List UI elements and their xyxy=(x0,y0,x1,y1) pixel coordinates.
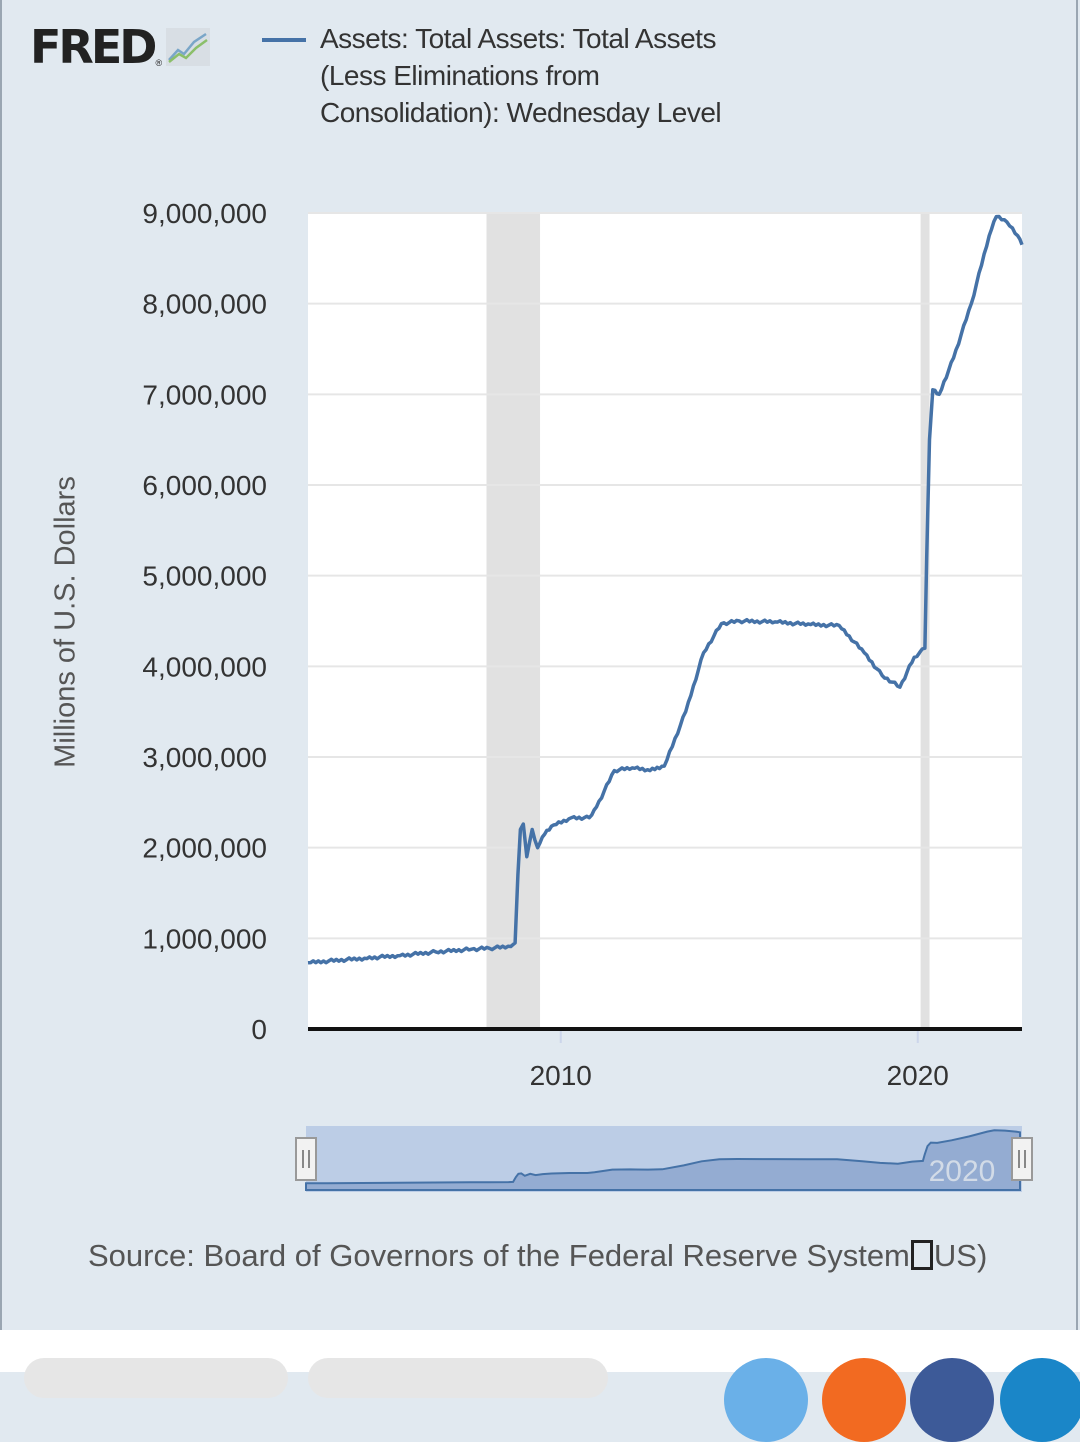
y-tick-label: 1,000,000 xyxy=(142,923,267,954)
y-tick-label: 7,000,000 xyxy=(142,379,267,410)
fullscreen-icon[interactable] xyxy=(910,1240,933,1270)
range-navigator[interactable]: 2020 xyxy=(295,1126,1033,1192)
y-tick-label: 0 xyxy=(251,1014,267,1045)
navigator-series-area xyxy=(305,1129,1021,1191)
y-tick-label: 5,000,000 xyxy=(142,561,267,592)
registered-mark: ® xyxy=(155,58,163,68)
chart-legend[interactable]: Assets: Total Assets: Total Assets (Less… xyxy=(262,20,740,131)
chart-frame xyxy=(0,0,1078,1330)
y-tick-label: 3,000,000 xyxy=(142,742,267,773)
fred-logo[interactable]: FRED ® xyxy=(30,20,211,74)
logo-text: FRED xyxy=(30,20,157,74)
x-tick-label: 2010 xyxy=(530,1060,592,1091)
source-credit: Source: Board of Governors of the Federa… xyxy=(88,1238,987,1274)
bottom-toolbar xyxy=(0,1330,1080,1442)
source-suffix: US) xyxy=(933,1238,988,1273)
toolbar-button[interactable] xyxy=(24,1358,288,1398)
recession-shade xyxy=(486,213,541,1029)
legend-series-label: Assets: Total Assets: Total Assets (Less… xyxy=(320,23,722,128)
x-tick-label: 2020 xyxy=(887,1060,949,1091)
y-tick-label: 4,000,000 xyxy=(142,651,267,682)
line-chart: 0 1,000,000 2,000,000 3,000,000 4,000,000 5,0… xyxy=(142,198,1033,1192)
y-tick-label: 8,000,000 xyxy=(142,289,267,320)
source-text: Source: Board of Governors of the Federa… xyxy=(88,1238,910,1273)
y-tick-label: 9,000,000 xyxy=(142,198,267,229)
plot-area xyxy=(308,213,1022,1030)
toolbar-button[interactable] xyxy=(308,1358,608,1398)
y-tick-label: 6,000,000 xyxy=(142,470,267,501)
share-icon[interactable] xyxy=(1000,1358,1080,1442)
share-icon[interactable] xyxy=(724,1358,808,1442)
y-tick-label: 2,000,000 xyxy=(142,833,267,864)
navigator-year-label: 2020 xyxy=(929,1155,996,1188)
navigator-left-handle[interactable] xyxy=(295,1137,317,1181)
series-line[interactable] xyxy=(307,214,1024,965)
navigator-right-handle[interactable] xyxy=(1011,1137,1033,1181)
trend-lines-icon xyxy=(166,28,211,66)
share-icon[interactable] xyxy=(822,1358,906,1442)
legend-series-swatch xyxy=(262,38,306,42)
share-icon[interactable] xyxy=(910,1358,994,1442)
